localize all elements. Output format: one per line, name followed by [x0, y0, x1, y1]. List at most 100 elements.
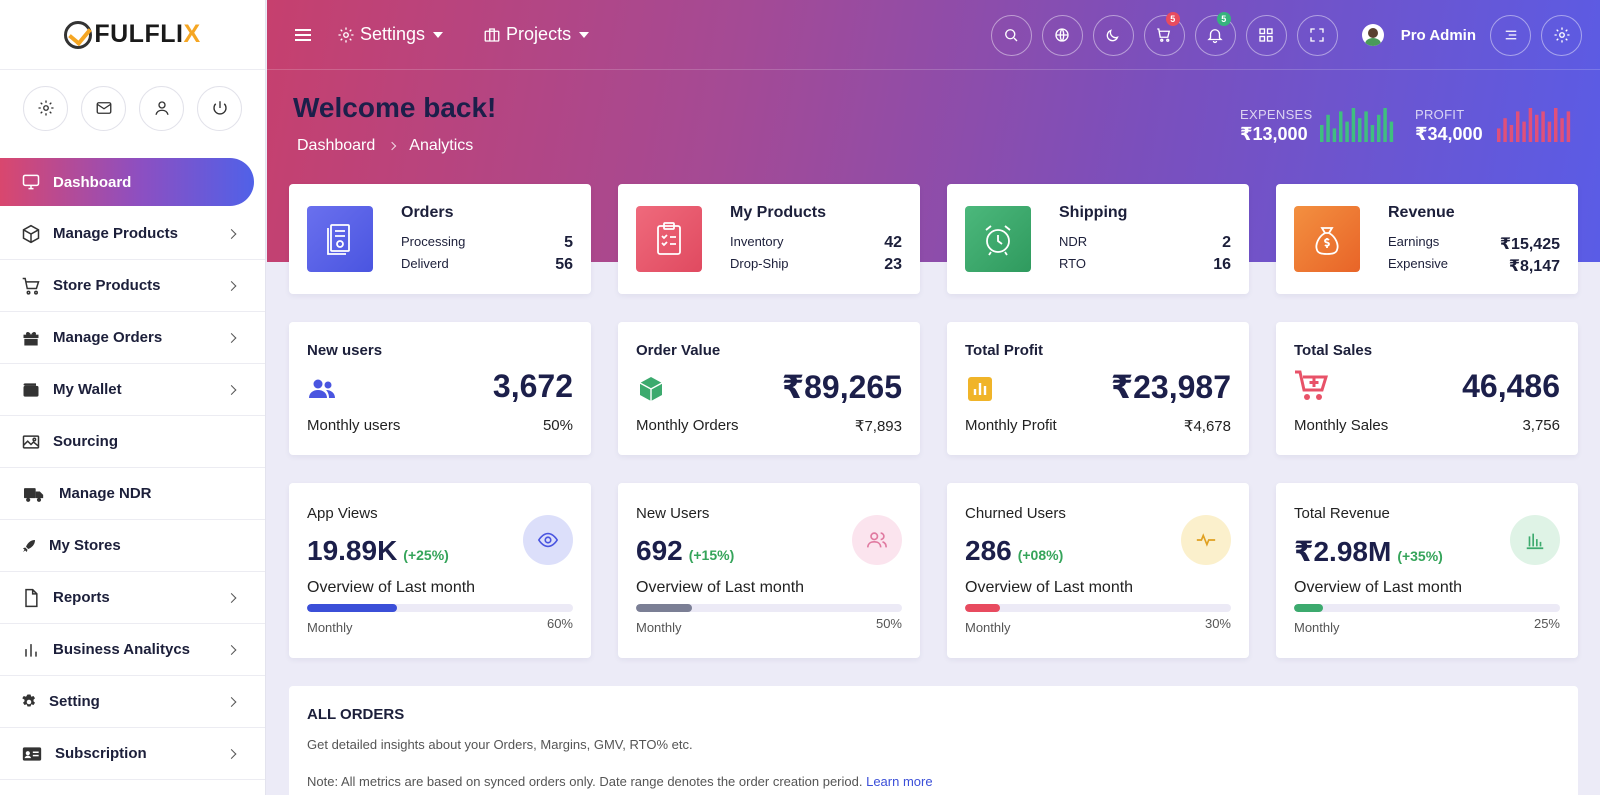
total-sales-card[interactable]: Total Sales 46,486 Monthly Sales 3,756 [1276, 322, 1578, 455]
cube-icon [639, 377, 663, 401]
breadcrumb-dashboard[interactable]: Dashboard [297, 137, 376, 154]
sidebar-item-my-stores[interactable]: My Stores [0, 520, 265, 572]
projects-menu[interactable]: Projects [483, 24, 590, 45]
card-title: App Views [307, 505, 378, 522]
expenses-sparkline [1320, 108, 1394, 142]
spark-bar [1535, 114, 1539, 142]
spark-bar [1516, 111, 1520, 142]
brand-logo[interactable]: FULFLIX [0, 0, 265, 70]
menu-toggle-icon[interactable] [295, 28, 311, 41]
chevron-right-icon [226, 696, 237, 707]
order-value-card[interactable]: Order Value ₹89,265 Monthly Orders ₹7,893 [618, 322, 920, 455]
apps-button[interactable] [1245, 14, 1287, 56]
learn-more-link[interactable]: Learn more [866, 774, 933, 789]
users-outline-icon [867, 532, 887, 548]
new-users-overview-card[interactable]: New Users 692 (+15%) Overview of Last mon… [618, 483, 920, 658]
mail-icon [96, 102, 111, 114]
progress-bar [636, 604, 902, 612]
spark-bar [1566, 111, 1571, 142]
churned-users-card[interactable]: Churned Users 286 (+08%) Overview of Last… [947, 483, 1249, 658]
profile-button[interactable] [139, 85, 184, 131]
sidebar-item-label: Business Analitycs [53, 641, 190, 658]
cart-icon [20, 275, 42, 297]
card-title: Total Revenue [1294, 505, 1390, 522]
overview-value: 286 (+08%) [965, 535, 1064, 566]
theme-toggle-button[interactable] [1092, 14, 1134, 56]
sidebar-item-label: Setting [49, 693, 100, 710]
user-menu[interactable]: Pro Admin [1361, 24, 1476, 46]
sidebar-item-sourcing[interactable]: Sourcing [0, 416, 265, 468]
top-bar: Settings Projects 5 5 [267, 0, 1600, 70]
money-bag-icon [1315, 227, 1339, 255]
id-card-icon [20, 743, 44, 765]
expenses-label: EXPENSES [1240, 107, 1313, 122]
bars-icon-circle [1510, 515, 1560, 565]
delta-badge: (+15%) [688, 547, 735, 563]
summary-row: Processing 5 [401, 234, 573, 251]
right-panel-toggle[interactable] [1490, 14, 1531, 56]
sidebar-item-store-products[interactable]: Store Products [0, 260, 265, 312]
customizer-button[interactable] [1541, 14, 1582, 56]
briefcase-icon [484, 27, 500, 42]
summary-row: Deliverd 56 [401, 256, 573, 273]
sidebar: FULFLIX Dashboard Manage Products Store … [0, 0, 266, 795]
metric-footer: Monthly Orders ₹7,893 [636, 417, 902, 435]
sidebar-item-manage-ndr[interactable]: Manage NDR [0, 468, 265, 520]
orders-card[interactable]: Orders Processing 5 Deliverd 56 [289, 184, 591, 294]
progress-fill [307, 604, 398, 612]
overview-label: Overview of Last month [636, 579, 805, 596]
total-revenue-card[interactable]: Total Revenue ₹2.98M (+35%) Overview of L… [1276, 483, 1578, 658]
card-title: Shipping [1059, 204, 1128, 221]
user-name: Pro Admin [1400, 26, 1476, 44]
notifications-button[interactable]: 5 [1194, 11, 1236, 56]
cart-button[interactable]: 5 [1143, 11, 1185, 56]
orders-tile [307, 206, 373, 272]
section-title: ALL ORDERS [307, 706, 405, 723]
mail-button[interactable] [81, 85, 126, 131]
spark-bar [1554, 108, 1558, 142]
user-icon [154, 101, 169, 115]
search-button[interactable] [990, 14, 1032, 56]
sidebar-item-dashboard[interactable]: Dashboard [0, 158, 254, 206]
total-profit-card[interactable]: Total Profit ₹23,987 Monthly Profit ₹4,67… [947, 322, 1249, 455]
delta-badge: (+35%) [1397, 548, 1443, 564]
spark-bar [1345, 121, 1349, 142]
my-products-card[interactable]: My Products Inventory 42 Drop-Ship 23 [618, 184, 920, 294]
sidebar-item-reports[interactable]: Reports [0, 572, 265, 624]
sidebar-item-label: Subscription [55, 745, 147, 762]
sidebar-item-manage-orders[interactable]: Manage Orders [0, 312, 265, 364]
progress-fill [1294, 604, 1324, 612]
truck-icon [20, 483, 48, 505]
app-views-card[interactable]: App Views 19.89K (+25%) Overview of Last … [289, 483, 591, 658]
fullscreen-button[interactable] [1296, 14, 1338, 56]
sidebar-item-setting[interactable]: Setting [0, 676, 265, 728]
card-title: Total Profit [965, 342, 1044, 359]
sidebar-item-my-wallet[interactable]: My Wallet [0, 364, 265, 416]
new-users-card[interactable]: New users 3,672 Monthly users 50% [289, 322, 591, 455]
metric-footer: Monthly Profit ₹4,678 [965, 417, 1231, 435]
bar-chart-icon [20, 639, 42, 661]
shipping-card[interactable]: Shipping NDR 2 RTO 16 [947, 184, 1249, 294]
quick-actions [0, 70, 265, 146]
sidebar-item-manage-products[interactable]: Manage Products [0, 208, 265, 260]
revenue-card[interactable]: Revenue Earnings ₹15,425 Expensive ₹8,147 [1276, 184, 1578, 294]
page-title: Welcome back! [293, 92, 497, 123]
logout-button[interactable] [197, 85, 242, 131]
top-actions: 5 5 Pro Admin [990, 0, 1600, 70]
sidebar-nav: Dashboard Manage Products Store Products… [0, 158, 265, 780]
shipping-tile [965, 206, 1031, 272]
sidebar-item-subscription[interactable]: Subscription [0, 728, 265, 780]
settings-button[interactable] [23, 85, 68, 131]
spark-bar [1560, 118, 1564, 142]
alarm-clock-icon [985, 225, 1011, 256]
brand-name: FULFLIX [94, 20, 201, 48]
settings-menu[interactable]: Settings [337, 24, 444, 45]
sidebar-item-label: Store Products [53, 277, 161, 294]
summary-row: Earnings ₹15,425 [1388, 234, 1560, 253]
language-button[interactable] [1041, 14, 1083, 56]
spark-bar [1503, 118, 1507, 142]
spark-bar [1370, 125, 1375, 142]
sidebar-item-business-analytics[interactable]: Business Analitycs [0, 624, 265, 676]
progress-fill [965, 604, 1000, 612]
spark-bar [1383, 108, 1387, 142]
